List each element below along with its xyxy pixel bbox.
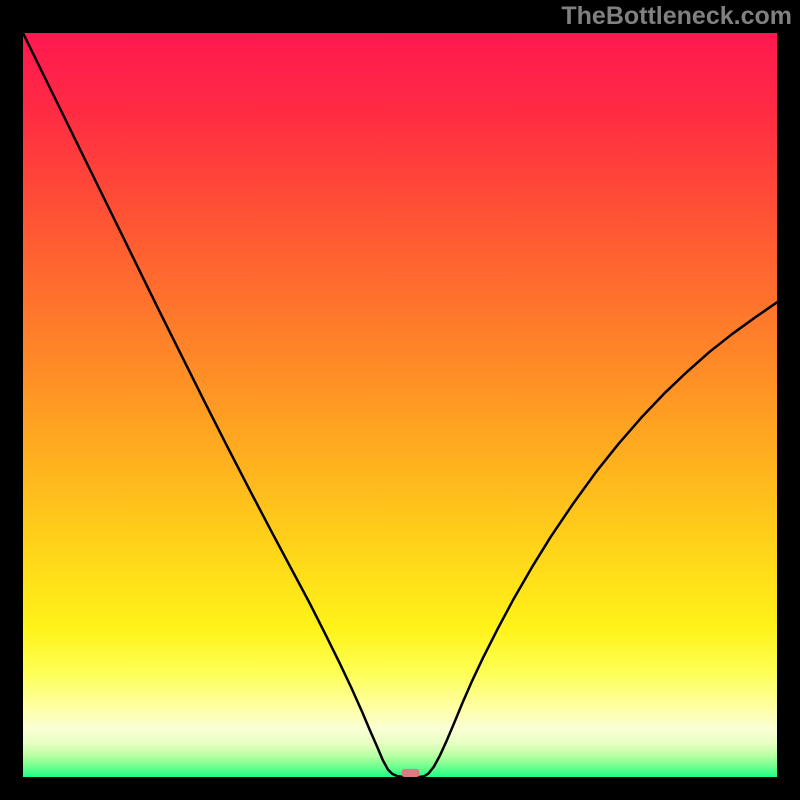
curve-minimum-marker [402,769,420,777]
chart-stage: TheBottleneck.com [0,0,800,800]
bottleneck-chart-svg [23,33,777,777]
watermark-text: TheBottleneck.com [561,2,792,31]
gradient-background [23,33,777,777]
plot-area [23,33,777,777]
